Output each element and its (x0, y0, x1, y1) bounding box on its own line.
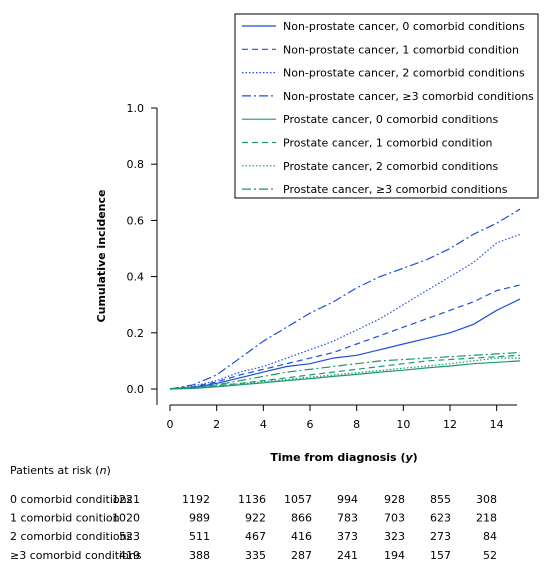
x-axis-label-unit: y (405, 451, 413, 464)
y-axis-label: Cumulative incidence (95, 190, 108, 323)
risk-cell: 218 (476, 512, 497, 525)
risk-cell: 388 (189, 549, 210, 562)
x-tick-label: 4 (260, 418, 267, 431)
risk-cell: 273 (430, 530, 451, 543)
series-line-6 (169, 354, 521, 390)
y-tick-label: 0.2 (127, 327, 145, 340)
x-tick-label: 14 (490, 418, 504, 431)
risk-cell: 467 (245, 530, 266, 543)
risk-table-title: Patients at risk (n) (10, 464, 111, 477)
y-tick-label: 0.8 (127, 158, 145, 171)
series-line-1 (169, 298, 521, 390)
risk-cell: 335 (245, 549, 266, 562)
risk-cell: 989 (189, 512, 210, 525)
risk-cell: 511 (189, 530, 210, 543)
x-axis-label-text: Time from diagnosis (270, 451, 397, 464)
series-line-5 (169, 360, 521, 390)
legend-label-3: Non-prostate cancer, 2 comorbid conditio… (283, 67, 525, 80)
legend-label-2: Non-prostate cancer, 1 comorbid conditio… (283, 43, 519, 56)
legend-label-1: Non-prostate cancer, 0 comorbid conditio… (283, 20, 525, 33)
legend-label-4: Non-prostate cancer, ≥3 comorbid conditi… (283, 90, 534, 103)
risk-cell: 1192 (182, 493, 210, 506)
x-tick-label: 10 (396, 418, 410, 431)
risk-cell: 52 (483, 549, 497, 562)
legend: Non-prostate cancer, 0 comorbid conditio… (234, 13, 539, 199)
y-tick-group: 0.0 0.2 0.4 0.6 0.8 1.0 (127, 102, 157, 396)
x-tick-label: 0 (167, 418, 174, 431)
risk-table-title-unit: n (100, 464, 107, 477)
x-tick-group: 0 2 4 6 8 10 12 14 (167, 405, 504, 431)
risk-cell: 855 (430, 493, 451, 506)
risk-cell: 1057 (284, 493, 312, 506)
series-line-2 (169, 284, 521, 390)
risk-row-label: 2 comorbid conditions (10, 530, 133, 543)
legend-label-5: Prostate cancer, 0 comorbid conditions (283, 113, 499, 126)
risk-cell: 308 (476, 493, 497, 506)
risk-cell: 922 (245, 512, 266, 525)
risk-cell: 1136 (238, 493, 266, 506)
risk-cell: 323 (384, 530, 405, 543)
x-tick-label: 8 (353, 418, 360, 431)
risk-cell: 287 (291, 549, 312, 562)
legend-label-7: Prostate cancer, 2 comorbid conditions (283, 160, 499, 173)
series-line-7 (169, 357, 520, 390)
risk-cell: 416 (291, 530, 312, 543)
legend-label-6: Prostate cancer, 1 comorbid condition (283, 137, 493, 150)
risk-cell: 419 (119, 549, 140, 562)
risk-row-label: 1 comorbid conition (10, 512, 120, 525)
risk-cell: 157 (430, 549, 451, 562)
x-tick-label: 6 (307, 418, 314, 431)
risk-table-title-text: Patients at risk (10, 464, 92, 477)
x-tick-label: 12 (443, 418, 457, 431)
risk-cell: 703 (384, 512, 405, 525)
x-axis-label: Time from diagnosis (y) (270, 451, 417, 464)
risk-cell: 523 (119, 530, 140, 543)
risk-cell: 928 (384, 493, 405, 506)
risk-cell: 866 (291, 512, 312, 525)
risk-cell: 194 (384, 549, 405, 562)
series-line-8 (169, 351, 521, 390)
x-tick-label: 2 (213, 418, 220, 431)
risk-cell: 994 (337, 493, 358, 506)
risk-cell: 373 (337, 530, 358, 543)
y-tick-label: 0.6 (127, 214, 145, 227)
series-lines-group (169, 208, 521, 390)
risk-cell: 1221 (112, 493, 140, 506)
y-tick-label: 0.0 (127, 383, 145, 396)
y-tick-label: 0.4 (127, 271, 145, 284)
risk-cell: 84 (483, 530, 497, 543)
legend-label-8: Prostate cancer, ≥3 comorbid conditions (283, 183, 508, 196)
risk-table: Patients at risk (n) 0 comorbid conditio… (10, 464, 497, 562)
risk-cell: 783 (337, 512, 358, 525)
risk-row-label: ≥3 comorbid conditions (10, 549, 142, 562)
risk-cell: 1020 (112, 512, 140, 525)
y-tick-label: 1.0 (127, 102, 145, 115)
risk-cell: 623 (430, 512, 451, 525)
legend-box (234, 13, 539, 199)
series-line-3 (169, 233, 521, 390)
risk-cell: 241 (337, 549, 358, 562)
risk-row-label: 0 comorbid conditions (10, 493, 133, 506)
series-line-4 (169, 208, 521, 390)
